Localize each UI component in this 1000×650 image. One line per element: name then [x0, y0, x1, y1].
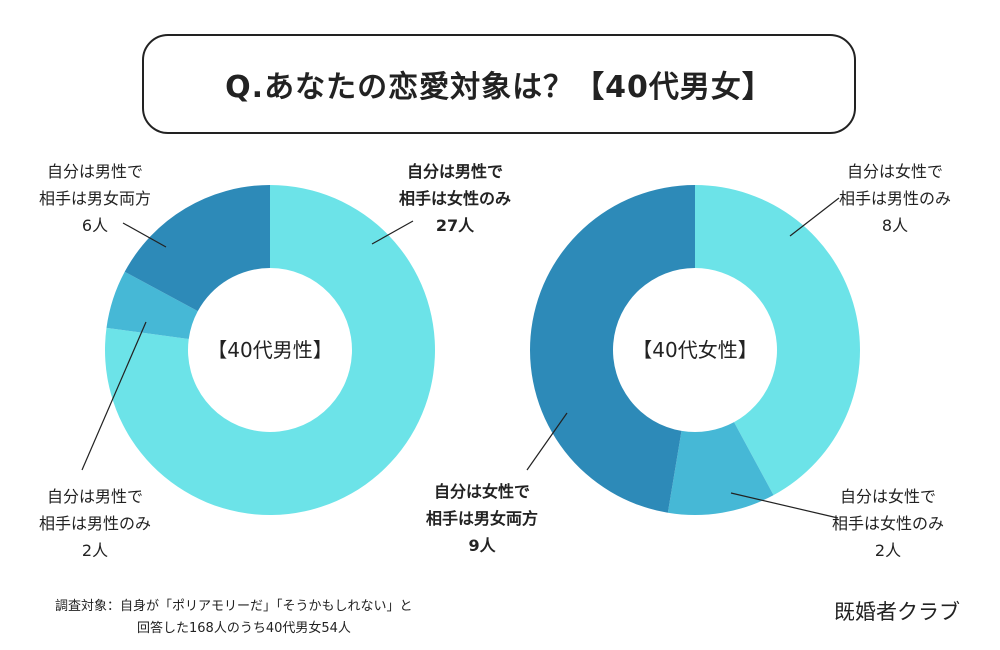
donut-2-center-label: 【40代女性】: [632, 338, 757, 362]
donut-1-slice-3-label-line-1: 自分は男性で: [47, 162, 144, 181]
donut-1-slice-2-label-line-2: 相手は男性のみ: [39, 514, 152, 533]
donut-1-slice-1-label-line-3: 27人: [435, 216, 475, 235]
donut-1-slice-3: [124, 185, 270, 312]
donut-1-slice-2: [106, 271, 198, 339]
title-box: Q.あなたの恋愛対象は？【40代男女】: [142, 34, 856, 134]
footnote-line-2: 回答した168人のうち40代男女54人: [137, 621, 351, 636]
donut-1-slice-3-label: 自分は男性で 相手は男女両方 6人: [39, 158, 151, 239]
donut-1-leader-line-1: [371, 220, 414, 245]
donut-2-slice-2: [667, 422, 774, 515]
donut-2-slice-3: [529, 185, 695, 513]
donut-1-leader-line-3: [122, 222, 167, 248]
donut-2-slice-3-label-line-3: 9人: [468, 536, 496, 555]
donut-2-leader-line-2: [730, 492, 839, 519]
donut-2-slice-3-label-line-1: 自分は女性で: [434, 482, 531, 501]
donut-1-slice-3-label-line-3: 6人: [81, 216, 109, 235]
donut-1-slice-2-label-line-3: 2人: [81, 541, 109, 560]
brand-name: 既婚者クラブ: [834, 600, 960, 624]
donut-1-slice-2-label: 自分は男性で 相手は男性のみ 2人: [39, 483, 151, 564]
donut-1-leader-line-2: [81, 321, 147, 471]
donut-2-slice-1-label-line-1: 自分は女性で: [847, 162, 944, 181]
donut-2-leader-line-3: [526, 412, 568, 471]
donut-2-slice-1-label-line-3: 8人: [881, 216, 909, 235]
donut-2-slice-2-label-line-2: 相手は女性のみ: [832, 514, 945, 533]
donut-1-slice-3-label-line-2: 相手は男女両方: [39, 189, 152, 208]
donut-2-slice-1-label: 自分は女性で 相手は男性のみ 8人: [839, 158, 951, 239]
donut-1-slice-1-label-line-2: 相手は女性のみ: [399, 189, 512, 208]
footnote-line-1: 調査対象：自身が「ポリアモリーだ」「そうかもしれない」と: [55, 599, 413, 614]
donut-2-slice-2-label: 自分は女性で 相手は女性のみ 2人: [832, 483, 944, 564]
donut-1-center-label: 【40代男性】: [207, 338, 332, 362]
donut-2-slice-2-label-line-3: 2人: [874, 541, 902, 560]
donut-1-slice-1-label: 自分は男性で 相手は女性のみ 27人: [399, 158, 511, 239]
donut-1-slice-1: [105, 185, 435, 515]
donut-1-slice-1-label-line-1: 自分は男性で: [407, 162, 504, 181]
donut-2-slice-3-label: 自分は女性で 相手は男女両方 9人: [426, 478, 538, 559]
footnote: 調査対象：自身が「ポリアモリーだ」「そうかもしれない」と 回答した168人のうち…: [55, 596, 413, 640]
donut-2-slice-1-label-line-2: 相手は男性のみ: [839, 189, 952, 208]
donut-2-slice-1: [695, 185, 860, 496]
chart-title: Q.あなたの恋愛対象は？【40代男女】: [225, 70, 773, 105]
donut-1-slice-2-label-line-1: 自分は男性で: [47, 487, 144, 506]
donut-2-slice-3-label-line-2: 相手は男女両方: [426, 509, 539, 528]
donut-2-leader-line-1: [789, 197, 840, 237]
donut-2-slice-2-label-line-1: 自分は女性で: [840, 487, 937, 506]
